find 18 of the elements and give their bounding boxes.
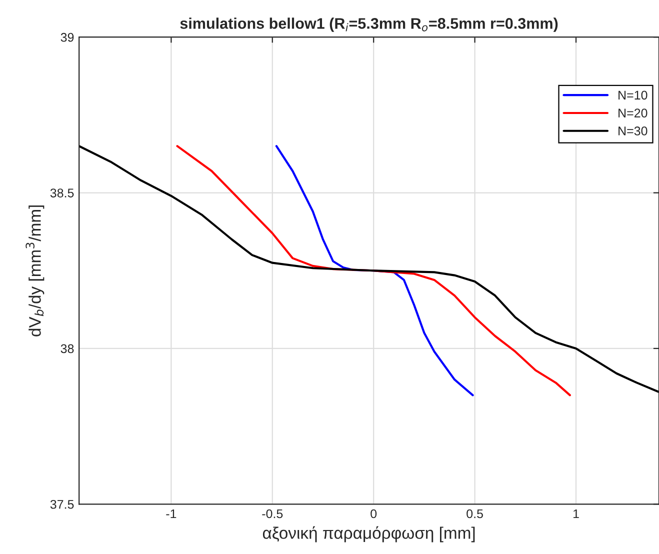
line-series [275,145,474,396]
y-tick-label: 38.5 [50,188,74,198]
line-series [79,145,659,394]
x-tick-label: -1 [166,509,176,518]
legend-label: N=20 [618,108,648,118]
x-tick-label: -0.5 [262,509,283,518]
y-tick-label: 39 [60,32,74,42]
legend-label: N=30 [618,126,648,136]
x-tick-label: 0.5 [466,509,483,518]
x-axis-title: αξονική παραμόρφωση [mm] [262,526,475,542]
chart-title: simulations bellow1 (R$_{i}$=5.3mm R$_{o}$=8.5mm r=0.3mm) [180,18,558,32]
y-axis-title: dV$_{b}$/dy [mm$^{3}$/mm] [26,206,44,336]
legend-label: N=10 [618,90,648,100]
x-tick-label: 1 [573,509,579,518]
x-tick-label: 0 [370,509,377,518]
y-tick-label: 37.5 [50,500,74,509]
line-series [176,145,571,396]
y-tick-label: 38 [60,344,74,354]
